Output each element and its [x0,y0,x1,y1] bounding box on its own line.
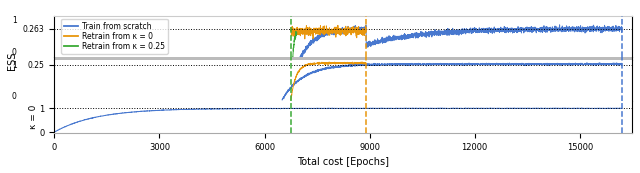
Text: 1: 1 [12,16,17,25]
Text: ESS: ESS [6,51,17,70]
Y-axis label: κ = 0: κ = 0 [29,105,38,129]
Text: 0: 0 [12,48,17,57]
Text: 0: 0 [12,92,17,101]
Text: 1: 1 [12,61,17,70]
Legend: Train from scratch, Retrain from κ = 0, Retrain from κ = 0.25: Train from scratch, Retrain from κ = 0, … [61,19,168,54]
X-axis label: Total cost [Epochs]: Total cost [Epochs] [298,157,389,167]
